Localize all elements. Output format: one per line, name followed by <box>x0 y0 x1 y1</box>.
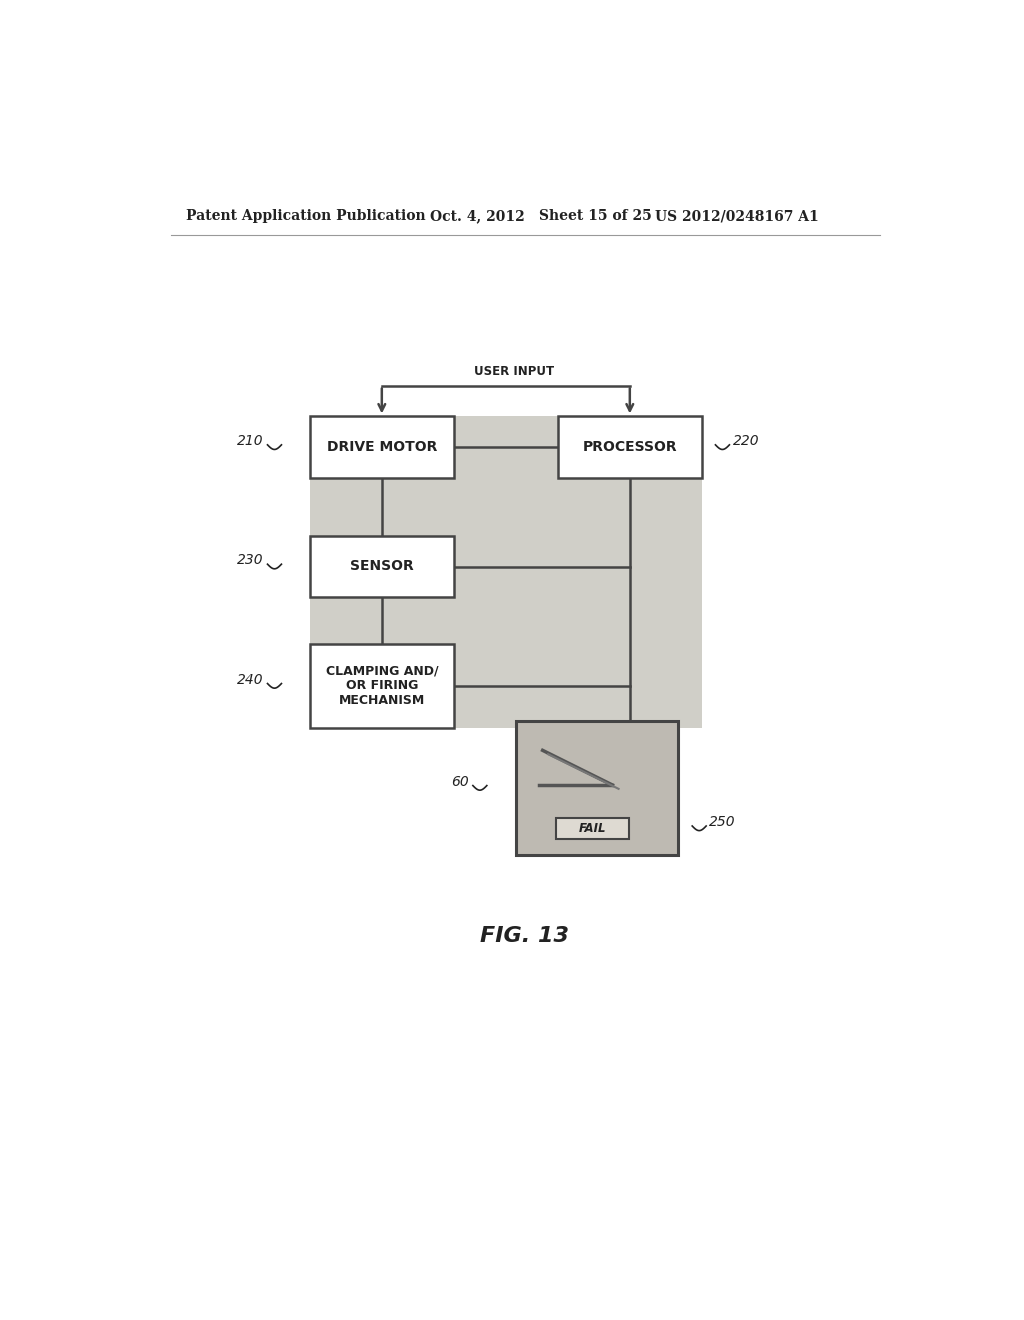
Bar <box>310 416 701 729</box>
Text: FAIL: FAIL <box>579 822 606 834</box>
Text: DRIVE MOTOR: DRIVE MOTOR <box>327 440 437 454</box>
Text: Sheet 15 of 25: Sheet 15 of 25 <box>539 209 651 223</box>
Bar <box>558 416 701 478</box>
Text: FIG. 13: FIG. 13 <box>480 927 569 946</box>
Bar <box>310 644 454 729</box>
Text: US 2012/0248167 A1: US 2012/0248167 A1 <box>655 209 819 223</box>
Text: 60: 60 <box>452 775 469 789</box>
Text: 240: 240 <box>237 673 263 686</box>
Bar <box>310 416 454 478</box>
Text: Oct. 4, 2012: Oct. 4, 2012 <box>430 209 525 223</box>
Text: 250: 250 <box>710 816 736 829</box>
Text: USER INPUT: USER INPUT <box>473 364 554 378</box>
Bar <box>310 536 454 597</box>
Text: 220: 220 <box>732 434 759 447</box>
Text: 210: 210 <box>237 434 263 447</box>
Text: PROCESSOR: PROCESSOR <box>583 440 677 454</box>
Text: SENSOR: SENSOR <box>350 560 414 573</box>
Bar <box>556 817 630 840</box>
Bar <box>515 721 678 855</box>
Text: CLAMPING AND/
OR FIRING
MECHANISM: CLAMPING AND/ OR FIRING MECHANISM <box>326 664 438 708</box>
Text: Patent Application Publication: Patent Application Publication <box>186 209 426 223</box>
Text: 230: 230 <box>237 553 263 568</box>
